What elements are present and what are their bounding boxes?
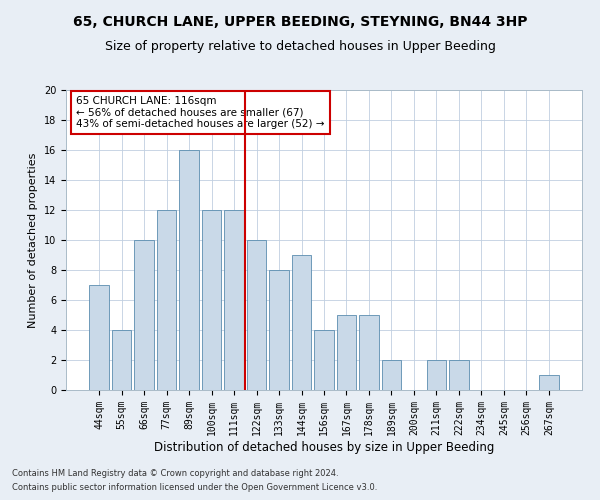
Bar (224, 210, 244, 390)
Text: Size of property relative to detached houses in Upper Beeding: Size of property relative to detached ho… (104, 40, 496, 53)
Bar (337, 315, 356, 390)
Bar (202, 210, 221, 390)
Text: 65 CHURCH LANE: 116sqm
← 56% of detached houses are smaller (67)
43% of semi-det: 65 CHURCH LANE: 116sqm ← 56% of detached… (76, 96, 325, 129)
X-axis label: Distribution of detached houses by size in Upper Beeding: Distribution of detached houses by size … (154, 440, 494, 454)
Text: Contains HM Land Registry data © Crown copyright and database right 2024.: Contains HM Land Registry data © Crown c… (12, 468, 338, 477)
Bar (134, 240, 154, 390)
Text: 65, CHURCH LANE, UPPER BEEDING, STEYNING, BN44 3HP: 65, CHURCH LANE, UPPER BEEDING, STEYNING… (73, 15, 527, 29)
Bar (247, 240, 266, 390)
Bar (359, 315, 379, 390)
Bar (539, 375, 559, 390)
Bar (314, 330, 334, 390)
Bar (89, 285, 109, 390)
Bar (179, 150, 199, 390)
Y-axis label: Number of detached properties: Number of detached properties (28, 152, 38, 328)
Bar (382, 360, 401, 390)
Text: Contains public sector information licensed under the Open Government Licence v3: Contains public sector information licen… (12, 484, 377, 492)
Bar (427, 360, 446, 390)
Bar (292, 255, 311, 390)
Bar (112, 330, 131, 390)
Bar (449, 360, 469, 390)
Bar (269, 270, 289, 390)
Bar (157, 210, 176, 390)
